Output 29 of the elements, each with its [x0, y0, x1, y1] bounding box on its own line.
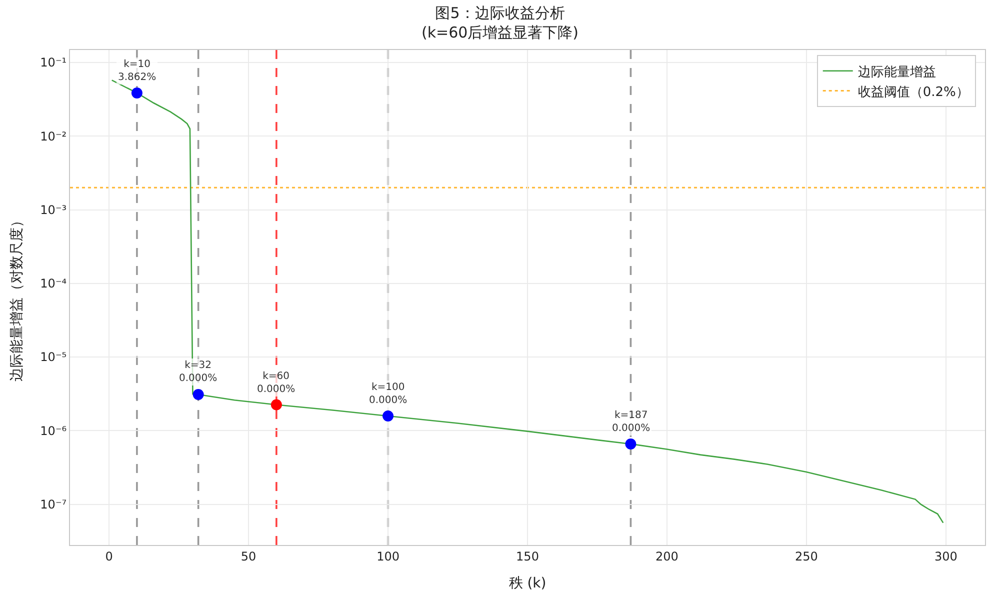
- annotation: k=60 0.000%: [257, 371, 296, 395]
- point: [382, 410, 394, 422]
- x-tick-label: 100: [376, 549, 400, 564]
- annotation: k=32 0.000%: [179, 360, 218, 384]
- legend-label: 收益阈值（0.2%）: [858, 84, 969, 100]
- x-tick-label: 50: [240, 549, 256, 564]
- y-tick-label: 10⁻⁶: [40, 424, 67, 438]
- x-axis-title: 秩 (k): [508, 576, 546, 592]
- y-tick-label: 10⁻²: [40, 129, 67, 144]
- point: [192, 388, 204, 400]
- x-tick-label: 200: [656, 549, 678, 564]
- annotation: k=100 0.000%: [369, 382, 408, 406]
- point: [625, 438, 636, 450]
- x-tick-label: 300: [934, 549, 958, 564]
- legend-label: 边际能量增益: [858, 64, 936, 80]
- y-tick-label: 10⁻⁵: [40, 350, 67, 364]
- chart-title: 图5：边际收益分析 (k=60后增益显著下降): [421, 4, 579, 42]
- y-tick-label: 10⁻¹: [40, 56, 67, 70]
- x-tick-label: 250: [795, 549, 818, 564]
- x-tick-label: 150: [516, 549, 539, 564]
- y-tick-label: 10⁻⁴: [40, 276, 67, 291]
- y-tick-label: 10⁻⁷: [40, 498, 67, 512]
- annotation: k=10 3.862%: [118, 59, 156, 83]
- point: [131, 87, 142, 98]
- y-axis-title: 边际能量增益（对数尺度）: [8, 214, 25, 382]
- x-tick-label: 0: [105, 549, 113, 564]
- annotation: k=187 0.000%: [612, 410, 650, 434]
- point: [270, 399, 282, 410]
- y-tick-label: 10⁻³: [40, 202, 67, 217]
